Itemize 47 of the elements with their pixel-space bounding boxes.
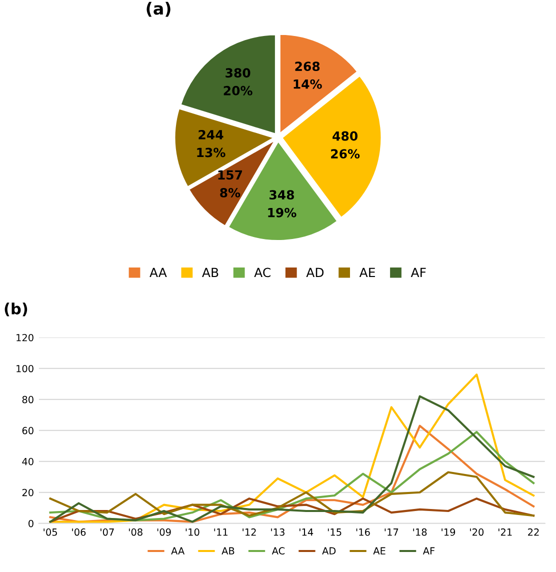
x-tick-label: '12 <box>242 528 256 536</box>
y-tick-label: 60 <box>22 426 34 434</box>
x-tick-label: '18 <box>413 528 427 536</box>
x-tick-label: '15 <box>328 528 342 536</box>
legend-label: AD <box>322 547 336 554</box>
x-tick-label: '16 <box>356 528 370 536</box>
legend-label: AB <box>202 268 218 278</box>
data-label: 480 26% <box>331 131 360 159</box>
legend-label: AC <box>254 268 270 278</box>
x-tick-label: '14 <box>300 528 314 536</box>
data-label: 348 19% <box>268 190 296 218</box>
line-series <box>49 471 535 517</box>
x-tick-label: '06 <box>72 528 86 536</box>
x-tick-label: '07 <box>100 528 114 536</box>
legend-label: AF <box>410 268 426 278</box>
x-tick-label: '17 <box>384 528 398 536</box>
data-label: 157 8% <box>218 170 242 198</box>
x-tick-label: '05 <box>44 528 57 536</box>
x-tick-label: '08 <box>128 528 142 536</box>
legend-label: AE <box>373 547 386 554</box>
legend-label: AB <box>222 547 234 554</box>
chart-title: (b) <box>4 302 28 316</box>
y-tick-label: 100 <box>16 364 34 372</box>
y-tick-label: 80 <box>22 396 34 404</box>
x-tick-label: '19 <box>442 528 456 536</box>
data-label: 268 14% <box>294 62 322 89</box>
chart-title: (a) <box>146 2 170 17</box>
legend-label: AA <box>171 547 185 554</box>
legend-label: AE <box>359 268 375 278</box>
x-tick-label: 22 <box>528 528 539 536</box>
x-tick-label: '21 <box>498 528 512 536</box>
x-tick-label: '11 <box>214 528 228 536</box>
legend-label: AD <box>306 268 324 278</box>
x-tick-label: '13 <box>271 528 284 536</box>
x-tick-label: '10 <box>186 528 200 536</box>
y-tick-label: 20 <box>22 488 34 496</box>
legend-label: AC <box>272 547 285 555</box>
line-series <box>49 498 535 523</box>
data-label: 244 13% <box>197 130 226 158</box>
y-tick-label: 0 <box>28 520 34 528</box>
data-label: 380 20% <box>224 68 252 96</box>
y-tick-label: 120 <box>16 334 34 342</box>
y-tick-label: 40 <box>22 458 34 466</box>
x-tick-label: '20 <box>470 528 484 536</box>
x-tick-label: '09 <box>157 528 171 536</box>
legend-label: AA <box>150 268 167 278</box>
legend-label: AF <box>422 547 435 554</box>
